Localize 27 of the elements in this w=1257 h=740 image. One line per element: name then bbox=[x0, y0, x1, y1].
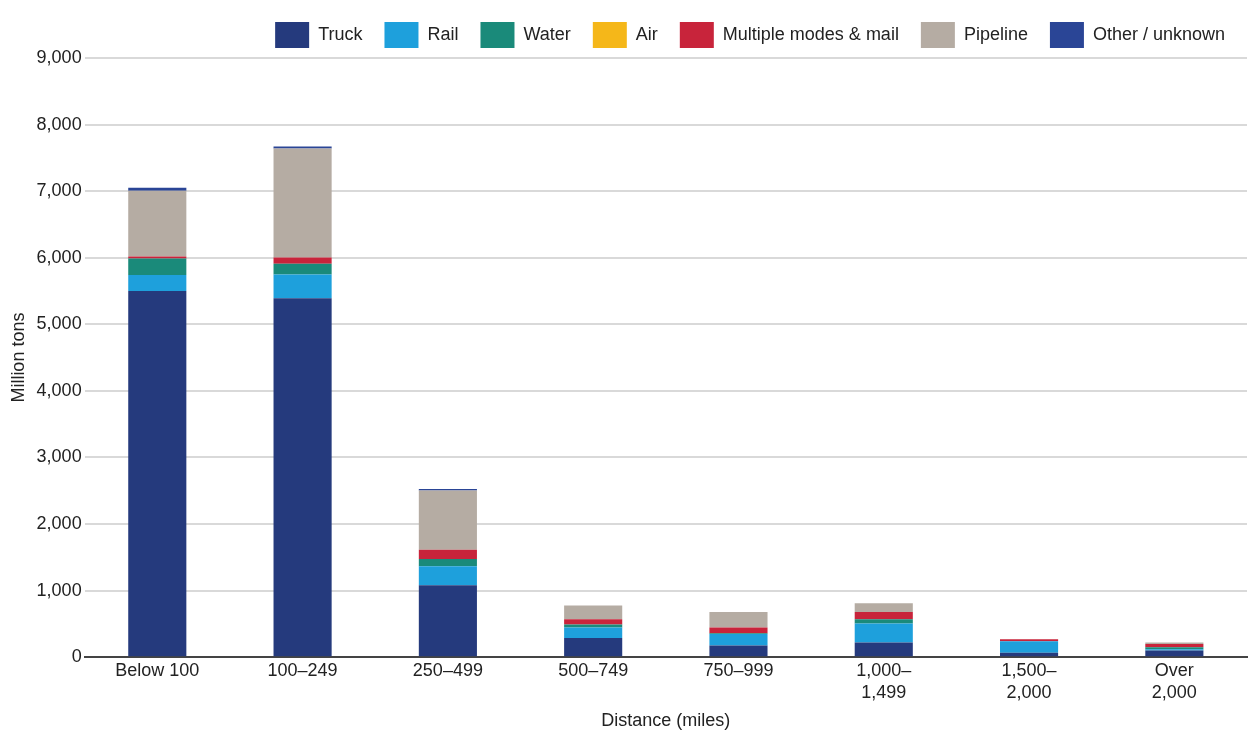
x-axis-title: Distance (miles) bbox=[601, 710, 731, 731]
y-tick-label: 3,000 bbox=[36, 446, 82, 467]
x-tick-label: 1,500–2,000 bbox=[1001, 659, 1057, 702]
y-tick-label: 5,000 bbox=[36, 313, 82, 334]
legend-label: Multiple modes & mail bbox=[722, 23, 899, 44]
y-axis-title: Million tons bbox=[7, 312, 28, 403]
legend-label: Other / unknown bbox=[1092, 23, 1225, 44]
legend-label: Rail bbox=[427, 23, 459, 44]
legend-label: Pipeline bbox=[963, 23, 1028, 44]
x-tick-label: 250–499 bbox=[412, 659, 483, 680]
y-tick-label: 0 bbox=[71, 646, 82, 667]
y-tick-label: 4,000 bbox=[36, 379, 82, 400]
x-tick-label: 500–749 bbox=[558, 659, 629, 680]
legend-label: Air bbox=[635, 23, 658, 44]
y-tick-label: 2,000 bbox=[36, 513, 82, 534]
x-tick-label: Below 100 bbox=[115, 659, 200, 680]
y-tick-label: 7,000 bbox=[36, 180, 82, 201]
y-tick-label: 6,000 bbox=[36, 246, 82, 267]
legend-label: Truck bbox=[318, 23, 364, 44]
y-tick-label: 1,000 bbox=[36, 579, 82, 600]
y-tick-label: 8,000 bbox=[36, 113, 82, 134]
y-tick-label: 9,000 bbox=[36, 46, 82, 67]
x-tick-label: 750–999 bbox=[703, 659, 774, 680]
x-tick-label: Over 2,000 bbox=[1151, 659, 1197, 702]
x-tick-label: 100–249 bbox=[267, 659, 338, 680]
x-tick-label: 1,000–1,499 bbox=[856, 659, 912, 702]
legend-label: Water bbox=[523, 23, 571, 44]
